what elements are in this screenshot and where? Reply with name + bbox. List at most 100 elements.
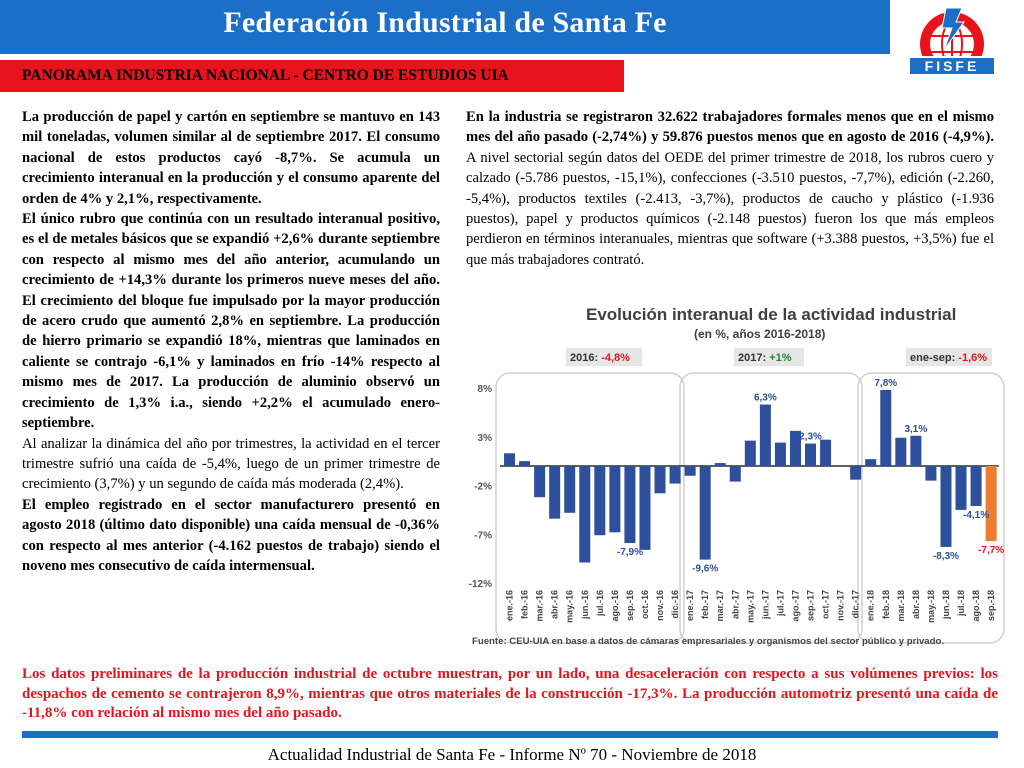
chart-bar: [789, 430, 801, 466]
chart-bar: [774, 442, 786, 466]
chart-source: Fuente: CEU-UIA en base a datos de cámar…: [472, 636, 944, 647]
chart-bar: [970, 466, 982, 506]
data-label: -7,7%: [978, 545, 1004, 556]
chart-bar: [579, 466, 591, 563]
chart-bar: [549, 466, 561, 519]
y-tick-label: -2%: [474, 482, 492, 493]
x-tick-label: feb.-17: [700, 590, 710, 619]
preliminary-data-text: Los datos preliminares de la producción …: [22, 666, 998, 721]
chart-group-label-bg: [734, 348, 804, 366]
x-tick-label: abr.-16: [550, 590, 560, 619]
chart-group-label: 2017: +1%: [738, 352, 792, 364]
chart-bar: [624, 466, 636, 544]
x-tick-label: may.-18: [926, 590, 936, 623]
employment-bold-text: En la industria se registraron 32.622 tr…: [466, 109, 994, 146]
footer-divider: [22, 731, 998, 738]
chart-bar: [534, 466, 546, 498]
paragraph-quarters: Al analizar la dinámica del año por trim…: [22, 435, 440, 493]
x-tick-label: ene.-17: [685, 590, 695, 621]
chart-bar: [910, 435, 922, 466]
x-tick-label: nov.-16: [655, 590, 665, 621]
chart-bar: [699, 466, 711, 560]
chart-bar: [955, 466, 967, 510]
chart-bar: [729, 466, 741, 482]
chart-bar: [669, 466, 681, 484]
data-label: -9,6%: [692, 564, 718, 575]
chart-bar: [940, 466, 952, 547]
x-tick-label: mar.-18: [896, 590, 906, 622]
chart-bar: [714, 463, 726, 466]
chart-bar: [985, 466, 997, 542]
chart-bar: [609, 466, 621, 533]
x-tick-label: oct.-17: [821, 590, 831, 619]
x-tick-label: nov.-17: [836, 590, 846, 621]
x-tick-label: ago.-16: [610, 590, 620, 622]
x-tick-label: sep.-18: [986, 590, 996, 621]
subheader-bar: [0, 60, 624, 92]
chart-bar: [639, 466, 651, 550]
x-tick-label: jul.-17: [775, 590, 785, 617]
chart-bar: [880, 389, 892, 466]
x-tick-label: ene.-16: [505, 590, 515, 621]
data-label: 3,1%: [904, 424, 927, 435]
x-tick-label: may.-17: [745, 590, 755, 623]
x-tick-label: sep.-17: [806, 590, 816, 621]
data-label: 7,8%: [874, 378, 897, 389]
x-tick-label: feb.-18: [881, 590, 891, 619]
paragraph-metals: El único rubro que continúa con un resul…: [22, 211, 440, 432]
left-column: La producción de papel y cartón en septi…: [22, 107, 440, 576]
chart-group-label: 2016: -4,8%: [570, 352, 630, 364]
x-tick-label: sep.-16: [625, 590, 635, 621]
x-tick-label: dic.-16: [670, 590, 680, 619]
chart-group-label-bg: [566, 348, 642, 366]
chart-bar: [850, 466, 862, 480]
chart-bar: [759, 404, 771, 466]
chart-group-label-bg: [906, 348, 992, 366]
chart-bar: [684, 466, 696, 476]
data-label: 2,3%: [799, 432, 822, 443]
paragraph-employment: El empleo registrado en el sector manufa…: [22, 496, 440, 574]
data-label: 6,3%: [754, 393, 777, 404]
logo-text: FISFE: [925, 58, 980, 74]
x-tick-label: mar.-16: [535, 590, 545, 622]
fisfe-logo: FISFE: [908, 7, 996, 76]
header-bar: [0, 0, 890, 54]
chart-bar: [654, 466, 666, 494]
chart-bar: [504, 453, 516, 466]
chart-group-box: [857, 372, 1005, 644]
data-label: -7,9%: [617, 547, 643, 558]
paragraph-paper: La producción de papel y cartón en septi…: [22, 109, 440, 207]
x-tick-label: feb.-16: [520, 590, 530, 619]
page-title: Federación Industrial de Santa Fe: [223, 6, 667, 39]
subheader-title: PANORAMA INDUSTRIA NACIONAL - CENTRO DE …: [22, 67, 509, 84]
chart-group-box: [679, 372, 863, 644]
footer-text: Actualidad Industrial de Santa Fe - Info…: [267, 745, 757, 764]
x-tick-label: ene.-18: [866, 590, 876, 621]
chart-bar: [519, 461, 531, 466]
data-label: -8,3%: [933, 551, 959, 562]
chart-bar: [805, 443, 817, 466]
x-tick-label: jun.-18: [941, 590, 951, 620]
y-tick-label: 8%: [478, 384, 493, 395]
x-tick-label: abr.-18: [911, 590, 921, 619]
x-tick-label: oct.-16: [640, 590, 650, 619]
chart-group-label: ene-sep: -1,6%: [910, 352, 987, 364]
chart-bar: [925, 466, 937, 481]
data-label: -4,1%: [963, 510, 989, 521]
y-tick-label: -7%: [474, 530, 492, 541]
x-tick-label: jul.-16: [595, 590, 605, 617]
x-tick-label: ago.-17: [790, 590, 800, 622]
activity-chart: Evolución interanual de la actividad ind…: [466, 298, 1006, 650]
chart-bar: [895, 437, 907, 466]
x-tick-label: abr.-17: [730, 590, 740, 619]
chart-bar: [835, 466, 847, 467]
x-tick-label: jun.-17: [760, 590, 770, 620]
x-tick-label: ago.-18: [971, 590, 981, 622]
x-tick-label: dic.-17: [851, 590, 861, 619]
chart-subtitle: (en %, años 2016-2018): [694, 327, 825, 341]
x-tick-label: may.-16: [565, 590, 575, 623]
chart-bar: [865, 459, 877, 466]
chart-svg: Evolución interanual de la actividad ind…: [469, 305, 1005, 647]
chart-bar: [744, 440, 756, 466]
chart-title: Evolución interanual de la actividad ind…: [586, 305, 956, 324]
